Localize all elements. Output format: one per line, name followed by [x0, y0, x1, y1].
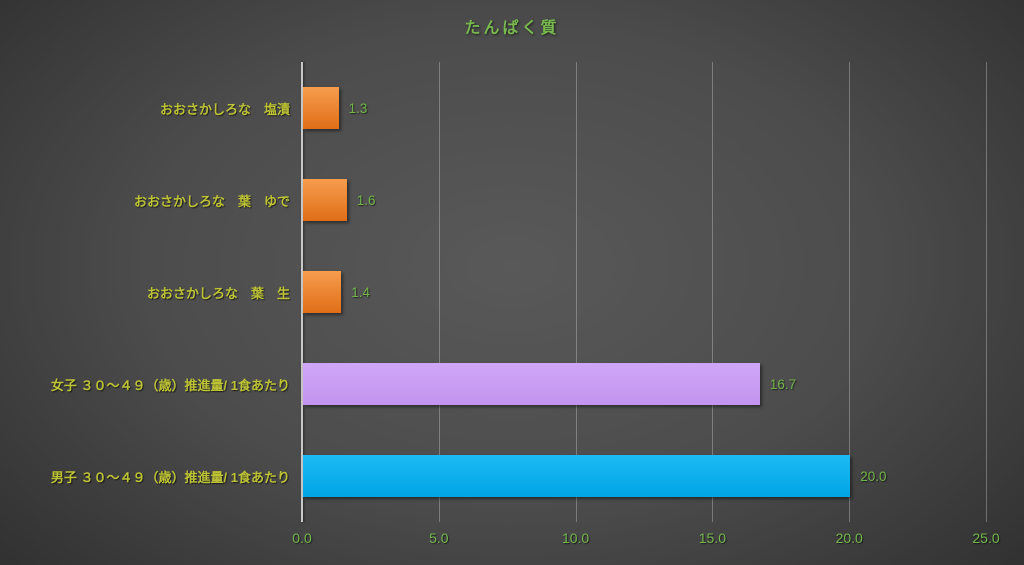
category-label: おおさかしろな 葉 生 — [146, 285, 290, 301]
chart-title: たんぱく質 — [464, 20, 560, 37]
bar-series-3 — [303, 363, 760, 405]
bar-value-label: 1.4 — [351, 284, 371, 300]
category-label: おおさかしろな 塩漬 — [159, 101, 290, 117]
bar-value-label: 16.7 — [769, 376, 797, 392]
plot-area — [301, 62, 987, 522]
x-tick-label: 0.0 — [292, 530, 312, 546]
bar-series-1 — [303, 179, 347, 221]
x-gridline — [986, 62, 987, 522]
x-gridline — [438, 62, 440, 522]
x-tick-label: 10.0 — [561, 530, 590, 546]
x-tick-label: 25.0 — [972, 530, 1000, 546]
x-tick-label: 15.0 — [698, 530, 727, 546]
x-gridline — [575, 62, 577, 522]
bar-series-0 — [303, 87, 339, 129]
x-gridline — [712, 62, 714, 522]
x-gridline — [849, 62, 851, 522]
bar-series-2 — [303, 271, 342, 313]
bar-value-label: 1.3 — [348, 100, 368, 116]
bar-value-label: 20.0 — [860, 468, 887, 484]
y-axis-line — [301, 62, 303, 522]
bar-series-4 — [303, 455, 851, 497]
bar-value-label: 1.6 — [356, 192, 376, 208]
category-label: 女子 ３０～４９（歳）推進量/ 1食あたり — [50, 377, 290, 393]
category-label: 男子 ３０～４９（歳）推進量/ 1食あたり — [50, 469, 290, 485]
category-label: おおさかしろな 葉 ゆで — [133, 193, 290, 209]
x-tick-label: 20.0 — [835, 530, 863, 546]
x-tick-label: 5.0 — [429, 530, 449, 546]
